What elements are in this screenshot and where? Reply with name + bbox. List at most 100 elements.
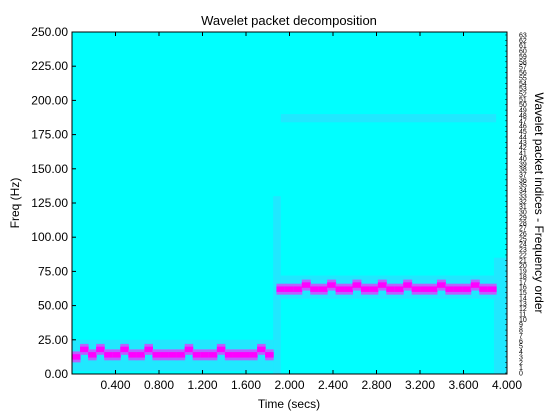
right-tick-label: 12 [519, 306, 527, 313]
right-tick-label: 52 [519, 92, 527, 99]
ridge-cell [318, 286, 328, 292]
right-tick-label: 8 [519, 328, 523, 335]
ridge-cell [394, 286, 404, 292]
ridge-cell [276, 286, 286, 292]
ridge-cell [257, 346, 266, 353]
ridge-cell [72, 354, 81, 360]
ridge-cell [265, 352, 274, 358]
y-tick-label: 200.00 [31, 93, 68, 107]
ridge-cell [136, 352, 145, 358]
ridge-cell [176, 352, 186, 358]
right-tick-label: 42 [519, 145, 527, 152]
right-tick-label: 3 [519, 354, 523, 361]
ridge-cell [112, 352, 121, 358]
ridge-cell [327, 282, 337, 288]
right-tick-label: 26 [519, 231, 527, 238]
x-tick-label: 4.000 [492, 378, 522, 392]
right-tick-label: 11 [519, 311, 526, 318]
y-tick-label: 175.00 [31, 128, 68, 142]
ridge-cell [184, 346, 194, 353]
right-tick-label: 40 [519, 156, 527, 163]
right-tick-label: 15 [519, 290, 527, 297]
right-tick-label: 61 [519, 43, 527, 50]
right-tick-label: 60 [519, 49, 527, 56]
right-tick-label: 10 [519, 317, 527, 324]
ridge-cell [224, 352, 234, 358]
heatmap-harmonic-band [280, 114, 497, 123]
right-tick-label: 21 [519, 258, 527, 265]
right-tick-label: 14 [519, 295, 527, 302]
right-tick-label: 58 [519, 59, 527, 66]
ridge-cell [453, 286, 463, 292]
right-tick-label: 31 [519, 204, 527, 211]
ridge-cell [208, 352, 218, 358]
ridge-cell [310, 286, 320, 292]
heatmap-edge-column [493, 257, 507, 374]
x-tick-label: 0.400 [100, 378, 130, 392]
ridge-cell [360, 286, 370, 292]
ridge-cell [335, 286, 345, 292]
y-tick-label: 75.00 [38, 264, 68, 278]
right-tick-label: 55 [519, 75, 527, 82]
right-tick-label: 59 [519, 54, 527, 61]
right-tick-label: 51 [519, 97, 527, 104]
ridge-cell [377, 282, 387, 288]
right-tick-label: 13 [519, 301, 527, 308]
right-tick-label: 30 [519, 210, 527, 217]
x-tick-label: 1.200 [187, 378, 217, 392]
right-tick-label: 9 [519, 322, 523, 329]
plot-area [71, 31, 508, 375]
ridge-cell [369, 286, 379, 292]
right-tick-label: 57 [519, 65, 527, 72]
y-axis-label: Freq (Hz) [8, 178, 22, 229]
ridge-cell [168, 352, 178, 358]
chart-title: Wavelet packet decomposition [201, 13, 377, 28]
y-axis: 0.00 25.00 50.00 75.00 100.00 125.00 150.00 175… [31, 25, 76, 381]
right-tick-label: 50 [519, 102, 527, 109]
right-tick-label: 54 [519, 81, 527, 88]
right-tick-label: 53 [519, 86, 527, 93]
right-tick-label: 4 [519, 349, 523, 356]
ridge-cell [487, 286, 497, 292]
right-tick-label: 49 [519, 108, 527, 115]
right-tick-label: 23 [519, 247, 527, 254]
right-tick-label: 37 [519, 172, 527, 179]
right-tick-label: 22 [519, 252, 527, 259]
right-tick-label: 39 [519, 161, 527, 168]
ridge-cell [192, 352, 202, 358]
ridge-cell [386, 286, 396, 292]
right-tick-label: 6 [519, 338, 523, 345]
right-tick-label: 45 [519, 129, 527, 136]
ridge-cell [462, 286, 472, 292]
y-tick-label: 25.00 [38, 333, 68, 347]
right-tick-label: 18 [519, 274, 527, 281]
y-tick-label: 150.00 [31, 162, 68, 176]
right-tick-label: 29 [519, 215, 527, 222]
x-tick-label: 2.400 [318, 378, 348, 392]
right-tick-label: 36 [519, 177, 527, 184]
ridge-cell [160, 352, 170, 358]
right-tick-label: 44 [519, 134, 527, 141]
ridge-cell [420, 286, 430, 292]
ridge-cell [479, 286, 489, 292]
ridge-cell [445, 286, 455, 292]
right-tick-label: 33 [519, 193, 527, 200]
right-tick-label: 63 [519, 33, 527, 40]
x-tick-label: 2.000 [274, 378, 304, 392]
ridge-cell [104, 352, 113, 358]
ridge-cell [403, 282, 413, 288]
right-tick-label: 24 [519, 242, 527, 249]
right-tick-label: 20 [519, 263, 527, 270]
right-tick-label: 25 [519, 236, 527, 243]
ridge-cell [301, 282, 311, 288]
right-tick-label: 2 [519, 360, 523, 367]
right-tick-label: 41 [519, 151, 527, 158]
ridge-cell [96, 346, 105, 353]
y-tick-label: 225.00 [31, 59, 68, 73]
right-tick-label: 1 [519, 365, 523, 372]
right-tick-label: 28 [519, 220, 527, 227]
right-tick-label: 0 [519, 371, 523, 378]
right-axis: 6362616059585756555453525150494847464544… [505, 33, 527, 378]
right-tick-label: 27 [519, 226, 527, 233]
